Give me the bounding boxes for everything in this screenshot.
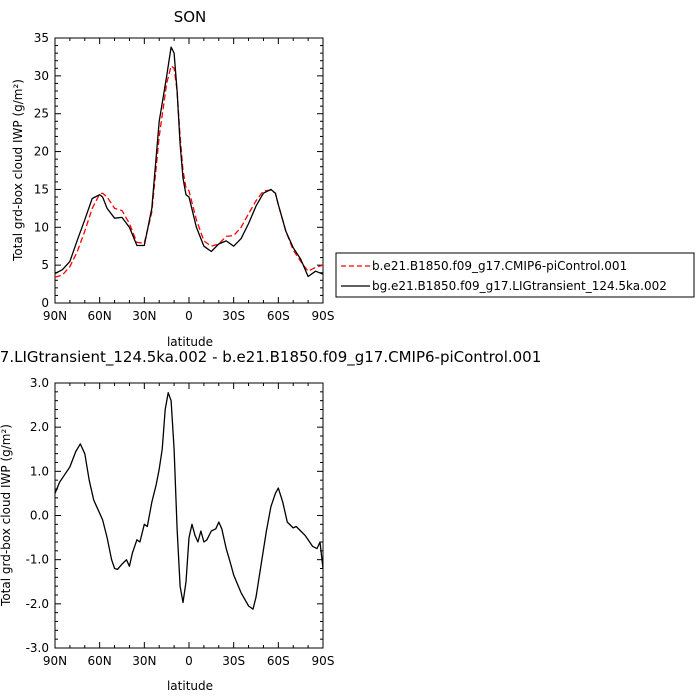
bottom-xtick-label: 60S [267, 654, 290, 668]
top-ytick-label: 5 [41, 258, 49, 272]
top-plot-ticks: 90N 60N 30N 0 30S 60S 90S 0 5 10 15 20 25 30 35 [34, 31, 335, 323]
bottom-xtick-label: 0 [185, 654, 193, 668]
bottom-plot-xlabel: latitude [167, 679, 213, 693]
top-ytick-label: 15 [34, 182, 49, 196]
top-series-line-1 [54, 46, 324, 278]
bottom-series-line-0 [54, 392, 324, 610]
legend: b.e21.B1850.f09_g17.CMIP6-piControl.001 … [335, 252, 695, 298]
bottom-ytick-label: 0.0 [30, 509, 49, 523]
top-xtick-label: 30N [132, 309, 156, 323]
bottom-xtick-label: 90N [43, 654, 67, 668]
top-xtick-label: 60S [267, 309, 290, 323]
bottom-plot-lines [54, 392, 324, 610]
top-ytick-label: 20 [34, 145, 49, 159]
bottom-xtick-label: 30N [132, 654, 156, 668]
bottom-xtick-label: 60N [88, 654, 112, 668]
top-ytick-label: 10 [34, 220, 49, 234]
top-xtick-label: 30S [222, 309, 245, 323]
bottom-xtick-label: 30S [222, 654, 245, 668]
bottom-ytick-label: -3.0 [26, 641, 49, 655]
top-plot-xlabel: latitude [167, 335, 213, 349]
top-series-line-0 [54, 65, 324, 278]
top-xtick-label: 90N [43, 309, 67, 323]
bottom-ytick-label: -2.0 [26, 597, 49, 611]
top-ytick-label: 35 [34, 31, 49, 45]
bottom-ytick-label: 3.0 [30, 376, 49, 390]
top-plot-lines [54, 46, 324, 278]
legend-box [335, 252, 695, 298]
top-plot: SON 90N 60N 30N 0 30S 60S 90S 0 5 10 15 20 25 30 35 la… [11, 8, 334, 349]
top-xtick-label: 60N [88, 309, 112, 323]
bottom-plot-title: bg.e21.B1850.f09_g17.LIGtransient_124.5k… [0, 348, 541, 367]
bottom-plot-ylabel: Total grd-box cloud IWP (g/m²) [0, 424, 13, 607]
bottom-ytick-label: 2.0 [30, 420, 49, 434]
legend-label-ligtransient: bg.e21.B1850.f09_g17.LIGtransient_124.5k… [372, 279, 667, 293]
top-xtick-label: 90S [312, 309, 335, 323]
top-ytick-label: 30 [34, 69, 49, 83]
bottom-xtick-label: 90S [312, 654, 335, 668]
top-plot-title: SON [174, 8, 207, 26]
top-ytick-label: 25 [34, 107, 49, 121]
bottom-plot-ticks: 90N 60N 30N 0 30S 60S 90S -3.0 -2.0 -1.0 0.0 1.0 2.0… [26, 376, 335, 668]
bottom-plot: bg.e21.B1850.f09_g17.LIGtransient_124.5k… [0, 348, 541, 693]
top-xtick-label: 0 [185, 309, 193, 323]
legend-label-picontrol: b.e21.B1850.f09_g17.CMIP6-piControl.001 [372, 259, 627, 273]
top-plot-frame [54, 37, 324, 304]
top-ytick-label: 0 [41, 296, 49, 310]
bottom-ytick-label: -1.0 [26, 553, 49, 567]
top-plot-ylabel: Total grd-box cloud IWP (g/m²) [11, 79, 25, 262]
bottom-plot-frame [54, 382, 324, 649]
bottom-ytick-label: 1.0 [30, 464, 49, 478]
